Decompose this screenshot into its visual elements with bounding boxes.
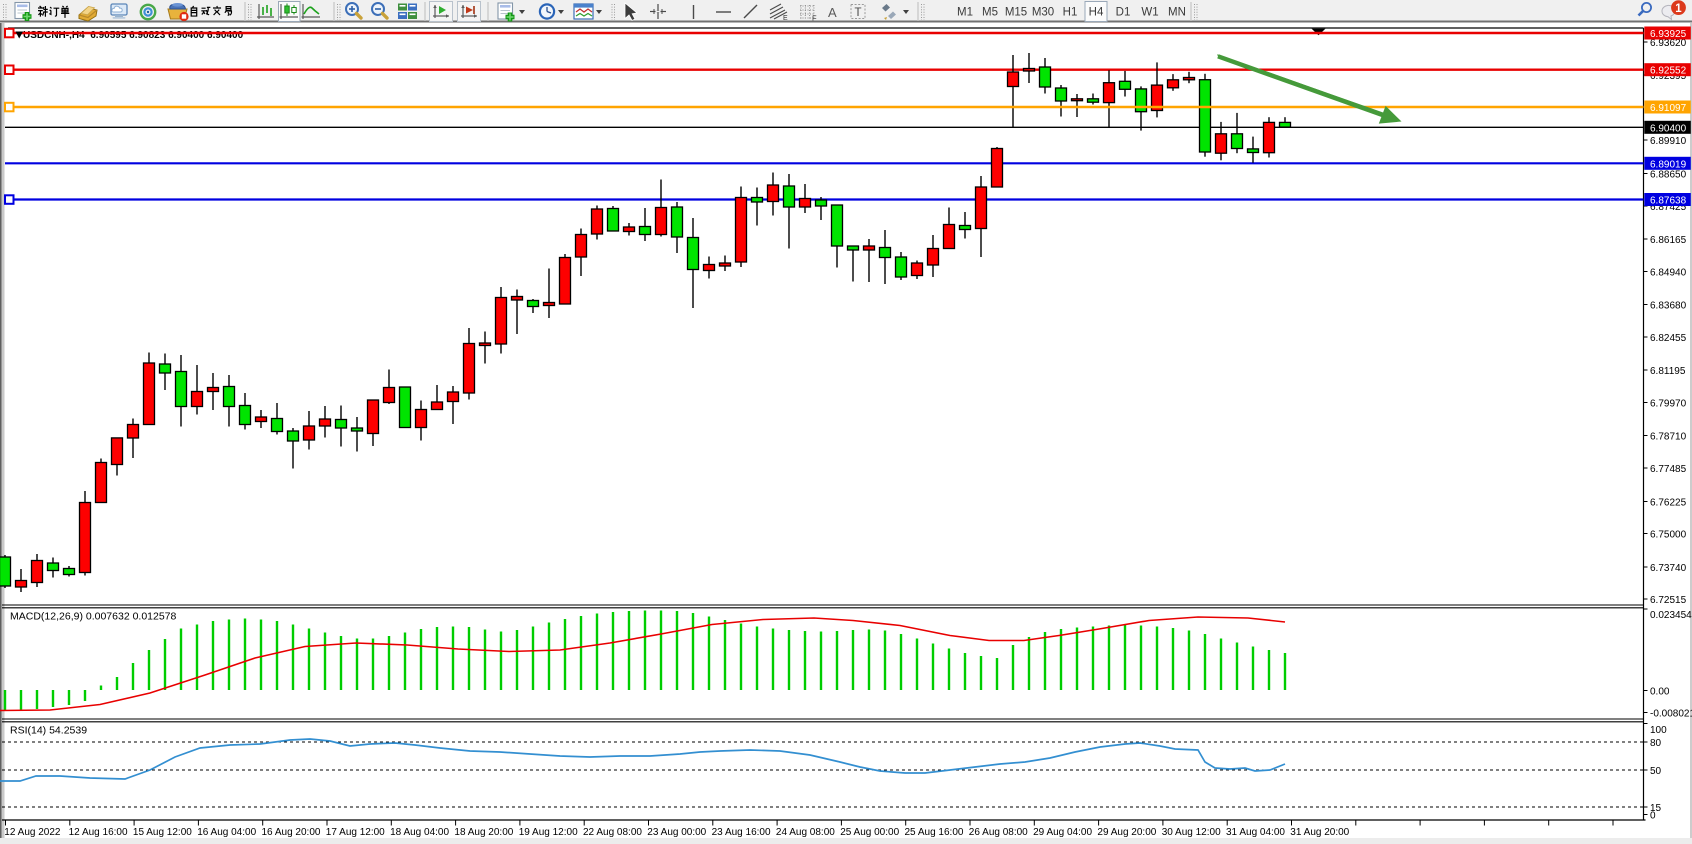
svg-text:18 Aug 04:00: 18 Aug 04:00 <box>390 827 449 838</box>
svg-text:A: A <box>828 5 837 20</box>
svg-text:31 Aug 20:00: 31 Aug 20:00 <box>1290 827 1349 838</box>
svg-text:6.86165: 6.86165 <box>1650 235 1687 246</box>
svg-text:W1: W1 <box>1141 7 1158 19</box>
svg-text:50: 50 <box>1650 766 1662 777</box>
svg-text:15 Aug 12:00: 15 Aug 12:00 <box>133 827 192 838</box>
svg-text:16 Aug 04:00: 16 Aug 04:00 <box>197 827 256 838</box>
svg-text:18 Aug 20:00: 18 Aug 20:00 <box>454 827 513 838</box>
svg-text:6.91097: 6.91097 <box>1650 103 1687 114</box>
svg-text:6.84940: 6.84940 <box>1650 268 1687 279</box>
svg-text:25 Aug 16:00: 25 Aug 16:00 <box>905 827 964 838</box>
svg-text:6.76225: 6.76225 <box>1650 498 1687 509</box>
svg-text:0.00: 0.00 <box>1650 687 1670 698</box>
svg-text:12 Aug 16:00: 12 Aug 16:00 <box>69 827 128 838</box>
svg-text:6.93620: 6.93620 <box>1650 38 1687 49</box>
svg-text:M1: M1 <box>957 7 973 19</box>
svg-text:USDCNH-,H4 6.90595 6.90823 6.: USDCNH-,H4 6.90595 6.90823 6.90400 6.904… <box>23 30 244 41</box>
svg-text:MN: MN <box>1168 7 1186 19</box>
svg-text:6.89910: 6.89910 <box>1650 136 1687 147</box>
svg-text:6.87638: 6.87638 <box>1650 196 1687 207</box>
svg-text:6.92552: 6.92552 <box>1650 66 1687 77</box>
svg-text:6.90400: 6.90400 <box>1650 123 1687 134</box>
svg-text:F: F <box>812 14 817 23</box>
svg-text:1: 1 <box>1675 3 1682 15</box>
svg-text:24 Aug 08:00: 24 Aug 08:00 <box>776 827 835 838</box>
svg-text:6.77485: 6.77485 <box>1650 464 1687 475</box>
svg-text:6.93925: 6.93925 <box>1650 29 1687 40</box>
svg-text:6.82455: 6.82455 <box>1650 333 1687 344</box>
svg-text:25 Aug 00:00: 25 Aug 00:00 <box>840 827 899 838</box>
svg-text:29 Aug 20:00: 29 Aug 20:00 <box>1097 827 1156 838</box>
svg-text:6.73740: 6.73740 <box>1650 563 1687 574</box>
svg-text:29 Aug 04:00: 29 Aug 04:00 <box>1033 827 1092 838</box>
svg-text:6.79970: 6.79970 <box>1650 399 1687 410</box>
svg-text:6.88650: 6.88650 <box>1650 170 1687 181</box>
svg-text:6.87425: 6.87425 <box>1650 202 1687 213</box>
svg-text:0.023454: 0.023454 <box>1650 610 1692 621</box>
svg-text:6.92395: 6.92395 <box>1650 71 1687 82</box>
svg-text:T: T <box>855 7 862 19</box>
svg-text:100: 100 <box>1650 725 1667 736</box>
svg-text:16 Aug 20:00: 16 Aug 20:00 <box>262 827 321 838</box>
svg-text:23 Aug 00:00: 23 Aug 00:00 <box>647 827 706 838</box>
svg-text:6.81195: 6.81195 <box>1650 366 1686 377</box>
svg-text:M5: M5 <box>982 7 998 19</box>
svg-text:31 Aug 04:00: 31 Aug 04:00 <box>1226 827 1285 838</box>
svg-text:RSI(14) 54.2539: RSI(14) 54.2539 <box>10 725 87 737</box>
svg-text:M15: M15 <box>1005 7 1027 19</box>
svg-text:6.75000: 6.75000 <box>1650 530 1687 541</box>
svg-text:MACD(12,26,9) 0.007632 0.01257: MACD(12,26,9) 0.007632 0.012578 <box>10 611 177 623</box>
svg-text:E: E <box>783 15 788 22</box>
svg-text:12 Aug 2022: 12 Aug 2022 <box>4 827 61 838</box>
svg-text:6.83680: 6.83680 <box>1650 301 1687 312</box>
svg-text:30 Aug 12:00: 30 Aug 12:00 <box>1162 827 1221 838</box>
svg-text:80: 80 <box>1650 738 1662 749</box>
svg-text:D1: D1 <box>1116 7 1131 19</box>
svg-text:6.72515: 6.72515 <box>1650 595 1687 606</box>
svg-text:22 Aug 08:00: 22 Aug 08:00 <box>583 827 642 838</box>
svg-text:H4: H4 <box>1089 7 1104 19</box>
svg-text:H1: H1 <box>1063 7 1078 19</box>
svg-text:23 Aug 16:00: 23 Aug 16:00 <box>712 827 771 838</box>
svg-text:15: 15 <box>1650 803 1662 814</box>
svg-text:26 Aug 08:00: 26 Aug 08:00 <box>969 827 1028 838</box>
svg-text:M30: M30 <box>1032 7 1054 19</box>
svg-text:-0.008021: -0.008021 <box>1650 709 1692 720</box>
svg-text:17 Aug 12:00: 17 Aug 12:00 <box>326 827 385 838</box>
svg-text:6.89019: 6.89019 <box>1650 159 1687 170</box>
svg-text:0: 0 <box>1650 811 1656 822</box>
svg-text:6.78710: 6.78710 <box>1650 432 1687 443</box>
svg-text:19 Aug 12:00: 19 Aug 12:00 <box>519 827 578 838</box>
